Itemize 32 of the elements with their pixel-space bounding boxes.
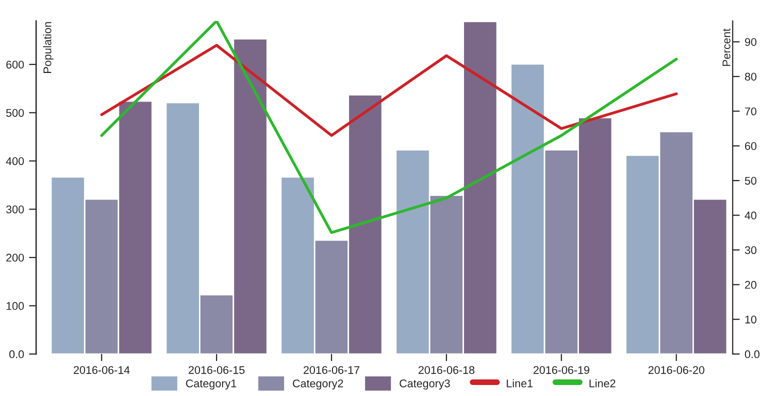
- y2-axis-title: Percent: [722, 28, 730, 66]
- y-tick-label: 0.0: [9, 350, 24, 358]
- y2-tick-label: 70: [745, 107, 756, 116]
- y2-tick-label: 10: [745, 316, 756, 324]
- legend-label: Category1: [186, 379, 236, 390]
- x-tick-label: 2016-06-19: [534, 366, 590, 374]
- y-tick-label: 600: [6, 60, 24, 69]
- y2-tick-label: 60: [745, 142, 756, 150]
- line-series: [100, 44, 678, 137]
- line-series: [100, 20, 678, 234]
- y-tick-label: 400: [6, 157, 24, 166]
- legend-label: Category2: [292, 379, 344, 390]
- x-tick-label: 2016-06-17: [304, 366, 360, 374]
- y-tick-label: 300: [6, 205, 24, 214]
- x-tick-label: 2016-06-14: [74, 366, 130, 374]
- y2-tick-label: 50: [744, 176, 756, 185]
- y-tick-label: 200: [6, 254, 24, 262]
- y-axis-title: Population: [43, 22, 54, 73]
- legend-label: Line2: [590, 379, 616, 388]
- y2-tick-label: 30: [744, 246, 756, 254]
- y2-tick-label: 40: [744, 212, 756, 220]
- y2-tick-label: 0.0: [744, 350, 760, 358]
- x-tick-label: 2016-06-20: [648, 366, 704, 374]
- legend-label: Category3: [400, 379, 450, 390]
- y2-tick-label: 90: [745, 38, 756, 46]
- y-tick-label: 500: [6, 108, 24, 117]
- x-tick-label: 2016-06-15: [188, 366, 245, 374]
- y2-tick-label: 20: [745, 280, 756, 289]
- x-tick-label: 2016-06-18: [418, 366, 474, 374]
- y2-tick-label: 80: [744, 72, 756, 81]
- y-tick-label: 100: [6, 302, 24, 310]
- legend-label: Line1: [506, 379, 533, 388]
